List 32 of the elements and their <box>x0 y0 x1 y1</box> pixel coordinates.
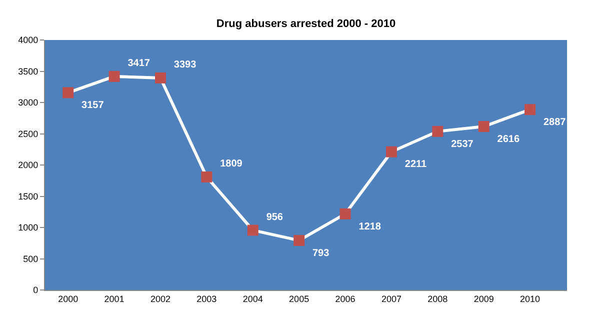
y-tick-label: 2000 <box>18 160 38 170</box>
y-tick-label: 3000 <box>18 98 38 108</box>
x-tick-label: 2010 <box>520 294 540 304</box>
x-tick-label: 2009 <box>474 294 494 304</box>
chart-title: Drug abusers arrested 2000 - 2010 <box>216 18 396 30</box>
x-tick-label: 2003 <box>196 294 217 304</box>
data-label: 2211 <box>404 159 428 170</box>
data-label: 2887 <box>543 116 566 128</box>
data-label: 1218 <box>358 221 382 232</box>
data-label: 793 <box>312 248 330 259</box>
x-tick-label: 2008 <box>428 294 448 304</box>
x-tick-label: 2001 <box>104 294 124 304</box>
data-label: 3417 <box>128 58 150 70</box>
y-tick-label: 1000 <box>18 222 38 233</box>
data-label: 2616 <box>497 134 520 145</box>
data-label: 2537 <box>451 138 474 150</box>
y-tick-label: 3500 <box>18 66 38 76</box>
x-tick-label: 2006 <box>335 294 356 304</box>
x-tick-label: 2002 <box>150 294 171 304</box>
y-tick-label: 0 <box>33 285 38 296</box>
data-label: 956 <box>266 212 284 223</box>
data-label: 3157 <box>82 100 104 112</box>
y-tick-label: 500 <box>23 254 38 264</box>
x-tick-label: 2004 <box>242 294 263 304</box>
y-tick-label: 1500 <box>18 191 38 202</box>
y-tick-label: 4000 <box>18 35 38 46</box>
x-tick-label: 2007 <box>381 294 402 304</box>
data-label: 3393 <box>174 60 197 71</box>
y-tick-label: 2500 <box>18 128 38 139</box>
data-label: 1809 <box>220 158 243 170</box>
x-tick-label: 2000 <box>58 294 78 304</box>
x-tick-label: 2005 <box>289 294 310 304</box>
